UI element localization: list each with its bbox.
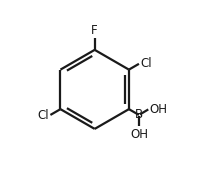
Text: Cl: Cl bbox=[140, 57, 151, 70]
Text: B: B bbox=[135, 109, 143, 121]
Text: OH: OH bbox=[150, 103, 168, 116]
Text: Cl: Cl bbox=[38, 109, 49, 122]
Text: F: F bbox=[91, 24, 98, 36]
Text: OH: OH bbox=[130, 128, 148, 141]
